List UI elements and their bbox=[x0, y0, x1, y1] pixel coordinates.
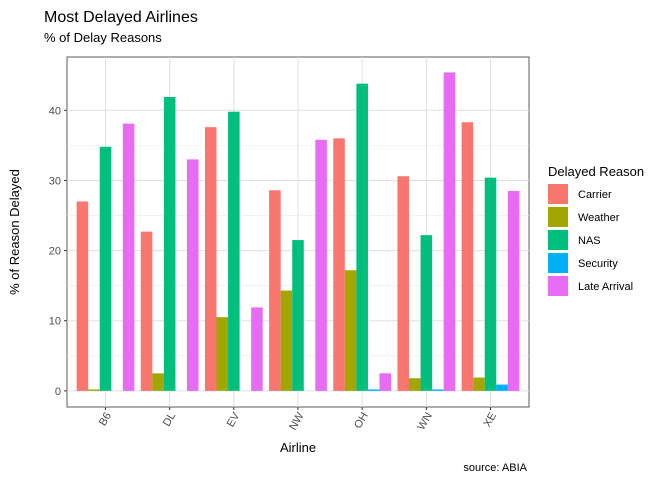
bar-wn-security bbox=[432, 389, 444, 391]
x-tick-label: WN bbox=[415, 410, 435, 432]
bar-wn-carrier bbox=[397, 176, 410, 391]
bar-nw-weather bbox=[280, 290, 293, 391]
bar-b6-carrier bbox=[76, 201, 89, 391]
chart-subtitle: % of Delay Reasons bbox=[44, 30, 162, 45]
y-tick-label: 20 bbox=[49, 246, 61, 258]
legend-label: Late Arrival bbox=[578, 281, 633, 293]
legend-title: Delayed Reason bbox=[548, 164, 644, 179]
x-axis-title: Airline bbox=[280, 440, 316, 455]
bar-dl-weather bbox=[152, 373, 164, 391]
x-tick-label: XE bbox=[481, 411, 499, 430]
bar-wn-weather bbox=[409, 378, 421, 391]
chart-title: Most Delayed Airlines bbox=[44, 9, 198, 26]
y-tick-label: 40 bbox=[49, 105, 61, 117]
bar-b6-weather bbox=[88, 389, 100, 391]
legend-key-late-arrival bbox=[548, 276, 568, 296]
x-axis-ticks: B6 DL EV NW OH WN XE bbox=[97, 407, 499, 432]
y-axis-ticks: 0 10 20 30 40 bbox=[49, 105, 67, 398]
legend-label: Security bbox=[578, 258, 618, 270]
y-tick-label: 10 bbox=[49, 316, 61, 328]
bar-b6-nas bbox=[99, 146, 112, 391]
bar-nw-late-arrival bbox=[315, 139, 327, 391]
bar-ev-nas bbox=[228, 111, 240, 391]
bar-oh-carrier bbox=[333, 138, 345, 391]
bar-ev-weather bbox=[216, 317, 229, 391]
bar-dl-nas bbox=[163, 96, 176, 391]
bar-xe-late-arrival bbox=[507, 190, 520, 391]
bar-oh-security bbox=[367, 389, 380, 391]
bar-oh-late-arrival bbox=[379, 373, 392, 391]
bar-ev-late-arrival bbox=[251, 307, 263, 391]
y-tick-label: 30 bbox=[49, 175, 61, 187]
bar-ev-carrier bbox=[204, 127, 217, 391]
x-tick-label: NW bbox=[287, 410, 307, 432]
bars bbox=[76, 72, 520, 391]
legend-label: Weather bbox=[578, 212, 620, 224]
legend-label: Carrier bbox=[578, 189, 612, 201]
bar-oh-nas bbox=[356, 83, 368, 391]
plot-panel: 0 10 20 30 40 B6 DL EV NW OH WN XE bbox=[49, 56, 530, 432]
bar-xe-security bbox=[496, 384, 508, 391]
legend-label: NAS bbox=[578, 235, 601, 247]
legend-key-security bbox=[548, 253, 568, 273]
bar-xe-nas bbox=[484, 177, 497, 391]
bar-b6-late-arrival bbox=[122, 123, 135, 391]
x-tick-label: DL bbox=[161, 411, 178, 429]
bar-wn-late-arrival bbox=[443, 72, 456, 391]
y-tick-label: 0 bbox=[55, 386, 61, 398]
bar-dl-carrier bbox=[140, 231, 153, 391]
bar-nw-carrier bbox=[269, 190, 281, 391]
y-axis-title: % of Reason Delayed bbox=[7, 169, 22, 295]
bar-nw-nas bbox=[292, 240, 304, 391]
bar-xe-weather bbox=[473, 377, 485, 391]
legend: Delayed Reason Carrier Weather NAS Security… bbox=[548, 164, 644, 296]
chart-caption: source: ABIA bbox=[463, 462, 527, 474]
bar-oh-weather bbox=[344, 270, 357, 391]
legend-key-nas bbox=[548, 230, 568, 250]
x-tick-label: EV bbox=[225, 410, 243, 429]
legend-key-weather bbox=[548, 207, 568, 227]
bar-wn-nas bbox=[420, 235, 433, 391]
bar-dl-late-arrival bbox=[186, 159, 199, 391]
bar-xe-carrier bbox=[461, 122, 474, 391]
x-tick-label: OH bbox=[352, 410, 371, 430]
x-tick-label: B6 bbox=[97, 411, 114, 429]
legend-key-carrier bbox=[548, 184, 568, 204]
